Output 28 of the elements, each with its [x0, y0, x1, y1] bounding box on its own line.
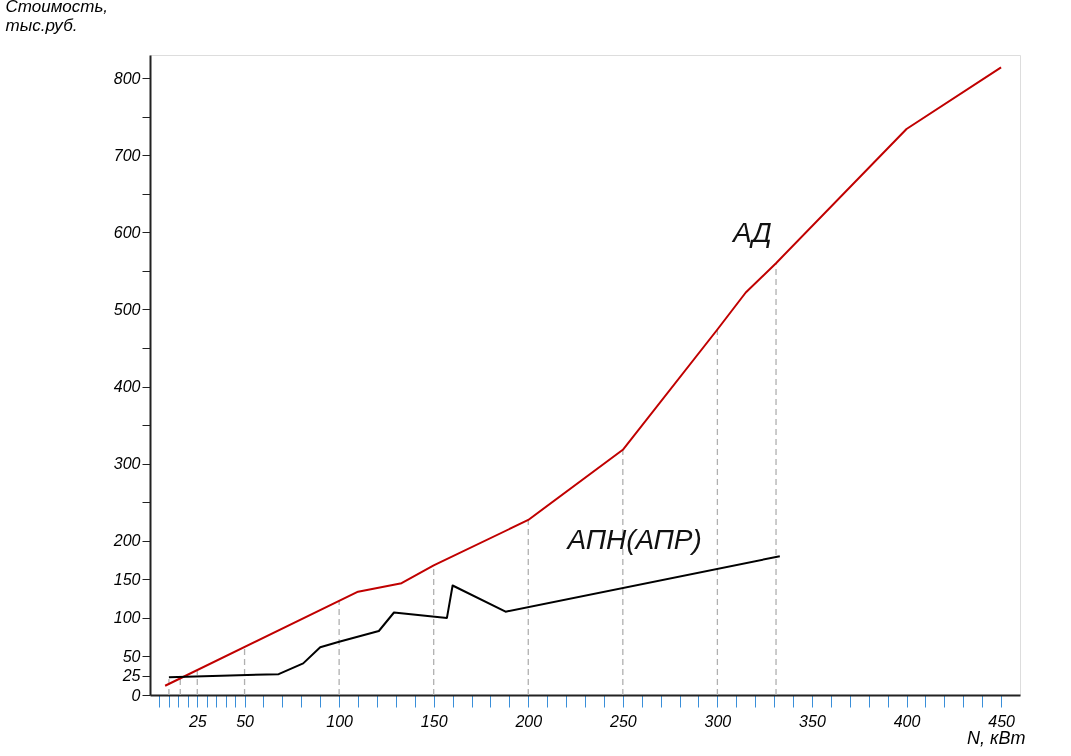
x-tick-label: 250: [608, 712, 637, 730]
x-tick-label: 350: [799, 712, 826, 730]
line-series: [164, 66, 1003, 687]
x-tick-label: 25: [187, 712, 207, 730]
y-tick-label: 500: [113, 300, 141, 318]
y-tick-label: 800: [113, 69, 141, 87]
y-tick-label: 600: [113, 223, 141, 241]
x-tick-label: 400: [893, 712, 921, 730]
line-series: [167, 555, 781, 679]
y-tick-label: 50: [122, 647, 141, 665]
y-tick-label: 400: [113, 378, 141, 396]
annotation: АД: [730, 217, 772, 249]
y-tick-label: 25: [121, 667, 141, 685]
y-axis-title: Стоимость, тыс.руб.: [5, 0, 109, 35]
x-tick-label: 50: [236, 712, 255, 730]
x-tick-label: 200: [514, 712, 543, 730]
x-tick-label: 150: [420, 712, 448, 730]
x-axis-title: N, кВт: [967, 727, 1026, 748]
x-tick-label: 300: [704, 712, 732, 730]
y-tick-label: 0: [131, 686, 141, 704]
y-tick-label: 100: [113, 609, 141, 627]
y-tick-label: 200: [112, 532, 141, 550]
y-tick-label: 300: [113, 455, 141, 473]
annotation: АПН(АПР): [565, 524, 702, 556]
y-tick-label: 700: [113, 146, 141, 164]
y-tick-label: 150: [113, 570, 141, 588]
x-tick-label: 100: [326, 712, 354, 730]
x-tick-label: 450: [988, 712, 1016, 730]
